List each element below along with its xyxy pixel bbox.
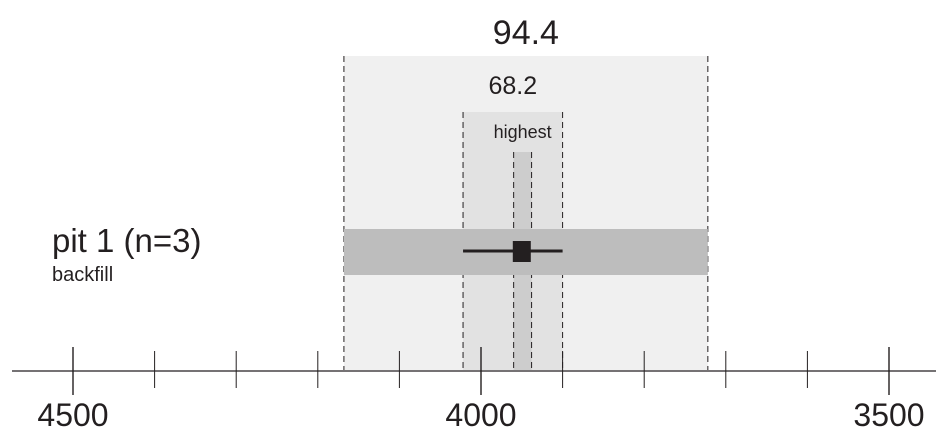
row-title: pit 1 (n=3) (52, 222, 202, 259)
bands-layer (343, 56, 709, 370)
axis-layer (12, 347, 936, 395)
row-point-marker (512, 241, 531, 262)
labels-layer: 94.4 68.2 highest pit 1 (n=3) backfill 4… (37, 14, 924, 431)
band-label-outer: 94.4 (493, 14, 559, 52)
tick-label-4500: 4500 (37, 397, 108, 431)
tick-label-4000: 4000 (445, 397, 516, 431)
row-layer (343, 229, 708, 275)
band-label-highest: highest (494, 122, 552, 142)
band-label-inner: 68.2 (488, 72, 537, 100)
tick-label-3500: 3500 (853, 397, 924, 431)
row-subtitle: backfill (52, 264, 113, 286)
